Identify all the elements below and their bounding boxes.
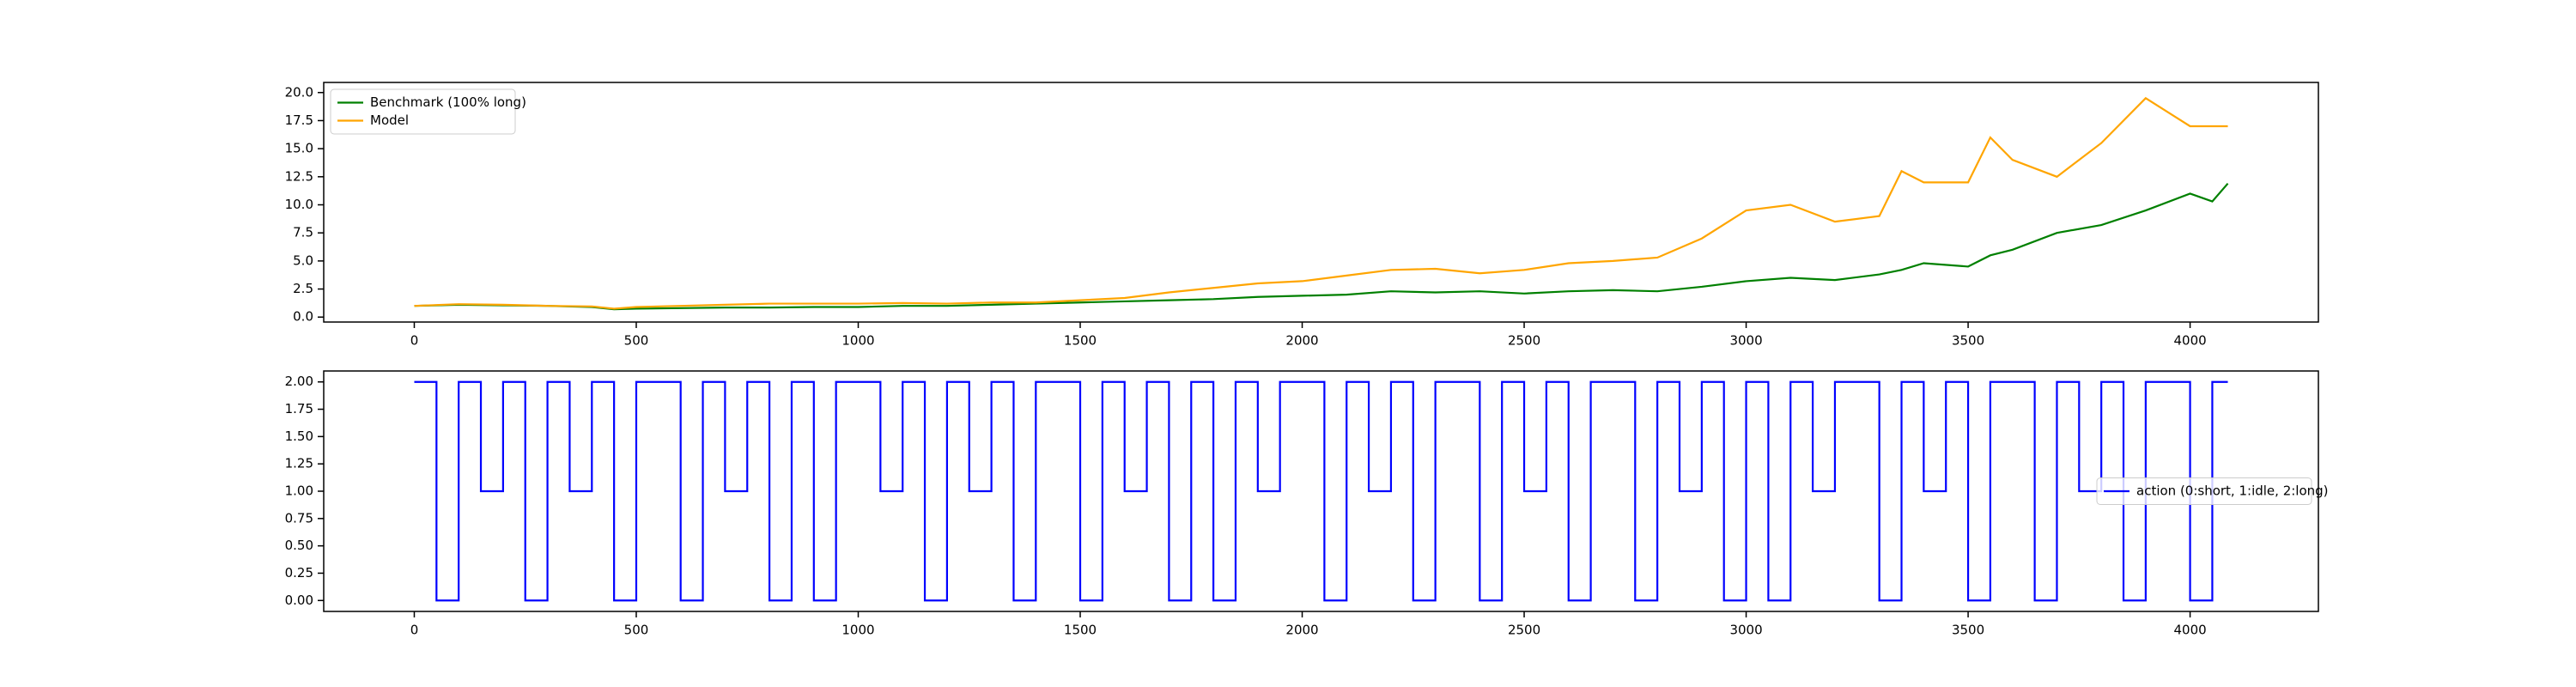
legend-label: action (0:short, 1:idle, 2:long) — [2136, 483, 2329, 499]
x-tick-label: 4000 — [2173, 623, 2206, 638]
legend: Benchmark (100% long) Model — [330, 88, 526, 135]
y-tick-label: 0.25 — [285, 565, 313, 581]
y-tick-label: 7.5 — [293, 225, 313, 240]
series-line — [414, 96, 2228, 310]
x-tick-label: 2500 — [1508, 333, 1540, 349]
x-tick-label: 3500 — [1952, 623, 1984, 638]
x-tick-label: 500 — [624, 623, 649, 638]
series-line — [414, 380, 2228, 602]
axes-frame — [323, 370, 2319, 612]
y-tick-label: 0.00 — [285, 593, 313, 608]
y-tick-label: 12.5 — [285, 168, 313, 184]
subplot: 0.0 2.5 5.0 7.5 10.0 12.5 15.0 17.5 20.0 0 500 1000… — [285, 82, 2319, 349]
y-tick-label: 0.50 — [285, 538, 313, 553]
axes-frame — [323, 82, 2319, 323]
y-tick-label: 1.75 — [285, 401, 313, 416]
x-tick-label: 3000 — [1729, 333, 1762, 349]
y-tick-label: 1.50 — [285, 429, 313, 444]
x-tick-label: 500 — [624, 333, 649, 349]
y-tick-label: 15.0 — [285, 141, 313, 156]
y-tick-label: 20.0 — [285, 84, 313, 100]
legend-label: Model — [370, 112, 409, 128]
x-tick-label: 0 — [410, 333, 419, 349]
y-tick-label: 1.25 — [285, 456, 313, 471]
x-tick-label: 2000 — [1285, 623, 1318, 638]
y-tick-label: 1.00 — [285, 483, 313, 499]
x-tick-label: 4000 — [2173, 333, 2206, 349]
legend-box — [330, 88, 516, 135]
legend-box — [2096, 477, 2312, 505]
x-tick-label: 1000 — [841, 623, 874, 638]
x-tick-label: 2500 — [1508, 623, 1540, 638]
series-line — [414, 182, 2229, 311]
y-tick-label: 2.5 — [293, 281, 313, 296]
y-tick-label: 5.0 — [293, 252, 313, 268]
y-tick-label: 0.0 — [293, 309, 313, 325]
x-tick-label: 2000 — [1285, 333, 1318, 349]
x-tick-label: 1000 — [841, 333, 874, 349]
y-tick-label: 17.5 — [285, 112, 313, 128]
x-tick-label: 1500 — [1064, 623, 1097, 638]
legend-label: Benchmark (100% long) — [370, 94, 526, 110]
y-tick-label: 2.00 — [285, 374, 313, 389]
x-tick-label: 3000 — [1729, 623, 1762, 638]
legend: action (0:short, 1:idle, 2:long) — [2096, 477, 2329, 505]
y-tick-label: 0.75 — [285, 510, 313, 526]
x-tick-label: 0 — [410, 623, 419, 638]
subplot: 0.00 0.25 0.50 0.75 1.00 1.25 1.50 1.75 2.00 0 500… — [285, 370, 2329, 638]
y-tick-label: 10.0 — [285, 197, 313, 212]
x-tick-label: 3500 — [1952, 333, 1984, 349]
x-tick-label: 1500 — [1064, 333, 1097, 349]
